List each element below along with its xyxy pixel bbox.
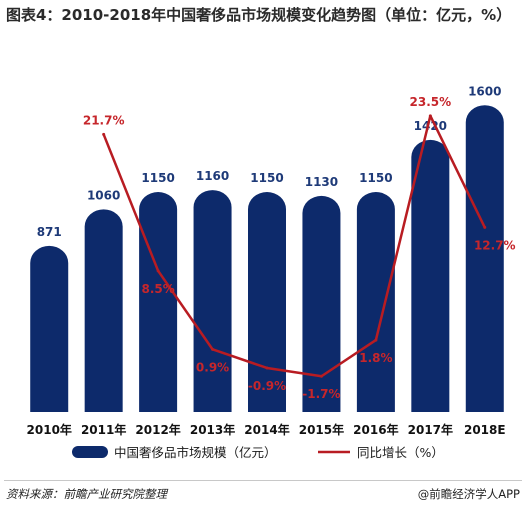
growth-label-2012年: 8.5% xyxy=(141,282,174,296)
category-label-2014年: 2014年 xyxy=(244,422,289,437)
bar-2013年 xyxy=(193,190,232,412)
growth-label-2013年: 0.9% xyxy=(196,360,229,374)
legend-bar-label: 中国奢侈品市场规模（亿元） xyxy=(114,445,277,460)
growth-label-2011年: 21.7% xyxy=(83,113,125,127)
growth-point-2012年 xyxy=(156,269,160,273)
footer-divider xyxy=(4,480,522,481)
legend-line-label: 同比增长（%） xyxy=(357,445,444,460)
bar-label-2018E: 1600 xyxy=(468,84,501,98)
bar-2015年 xyxy=(302,195,341,412)
bar-2011年 xyxy=(84,209,123,412)
bar-label-2010年: 871 xyxy=(37,225,62,239)
bar-series xyxy=(30,105,504,413)
bar-2018E xyxy=(465,105,504,412)
growth-label-2018E: 12.7% xyxy=(474,238,516,252)
bar-label-2011年: 1060 xyxy=(87,188,120,202)
bar-2010年 xyxy=(30,245,69,412)
category-label-2011年: 2011年 xyxy=(81,422,126,437)
category-label-2017年: 2017年 xyxy=(408,422,453,437)
growth-point-2014年 xyxy=(265,366,269,370)
bar-label-2016年: 1150 xyxy=(359,171,392,185)
legend-bar-swatch xyxy=(72,446,108,458)
category-label-2016年: 2016年 xyxy=(353,422,398,437)
growth-point-2016年 xyxy=(374,338,378,342)
bar-2014年 xyxy=(248,192,286,412)
growth-point-2015年 xyxy=(319,374,323,378)
growth-point-2013年 xyxy=(211,347,215,351)
growth-value-labels: 21.7% 8.5% 0.9% -0.9% -1.7% 1.8% 23.5% 12.7% xyxy=(83,95,516,401)
bar-label-2014年: 1150 xyxy=(250,171,283,185)
category-label-2013年: 2013年 xyxy=(190,422,235,437)
source-note: 资料来源：前瞻产业研究院整理 xyxy=(6,487,167,501)
bar-2017年 xyxy=(411,139,450,413)
bar-label-2015年: 1130 xyxy=(305,175,338,189)
category-axis-labels: 2010年 2011年 2012年 2013年 2014年 2015年 2016年 2017年… xyxy=(27,422,506,437)
legend: 中国奢侈品市场规模（亿元） 同比增长（%） xyxy=(72,445,444,460)
category-label-2018E: 2018E xyxy=(464,423,506,437)
bar-value-labels: 871 1060 1150 1160 1150 1130 1150 1420 1600 xyxy=(37,84,502,239)
growth-line xyxy=(102,114,486,378)
category-label-2012年: 2012年 xyxy=(135,422,180,437)
growth-label-2017年: 23.5% xyxy=(410,95,452,109)
growth-point-2011年 xyxy=(102,132,106,136)
growth-point-2017年 xyxy=(428,114,432,118)
category-label-2010年: 2010年 xyxy=(27,422,72,437)
growth-point-2018E xyxy=(483,225,487,229)
bar-label-2012年: 1150 xyxy=(141,171,174,185)
bar-2012年 xyxy=(139,192,178,412)
bar-label-2017年: 1420 xyxy=(414,119,447,133)
bar-label-2013年: 1160 xyxy=(196,169,229,183)
growth-label-2014年: -0.9% xyxy=(248,379,286,393)
growth-label-2016年: 1.8% xyxy=(359,351,392,365)
chart-title: 图表4：2010-2018年中国奢侈品市场规模变化趋势图（单位：亿元，%） xyxy=(6,6,512,24)
growth-line-series xyxy=(102,114,487,378)
growth-label-2015年: -1.7% xyxy=(302,387,340,401)
credit-note: @前瞻经济学人APP xyxy=(417,487,520,501)
bar-2016年 xyxy=(356,192,395,412)
chart-canvas: 871 1060 1150 1160 1150 1130 1150 1420 1600 21.7… xyxy=(27,84,516,460)
category-label-2015年: 2015年 xyxy=(299,422,344,437)
